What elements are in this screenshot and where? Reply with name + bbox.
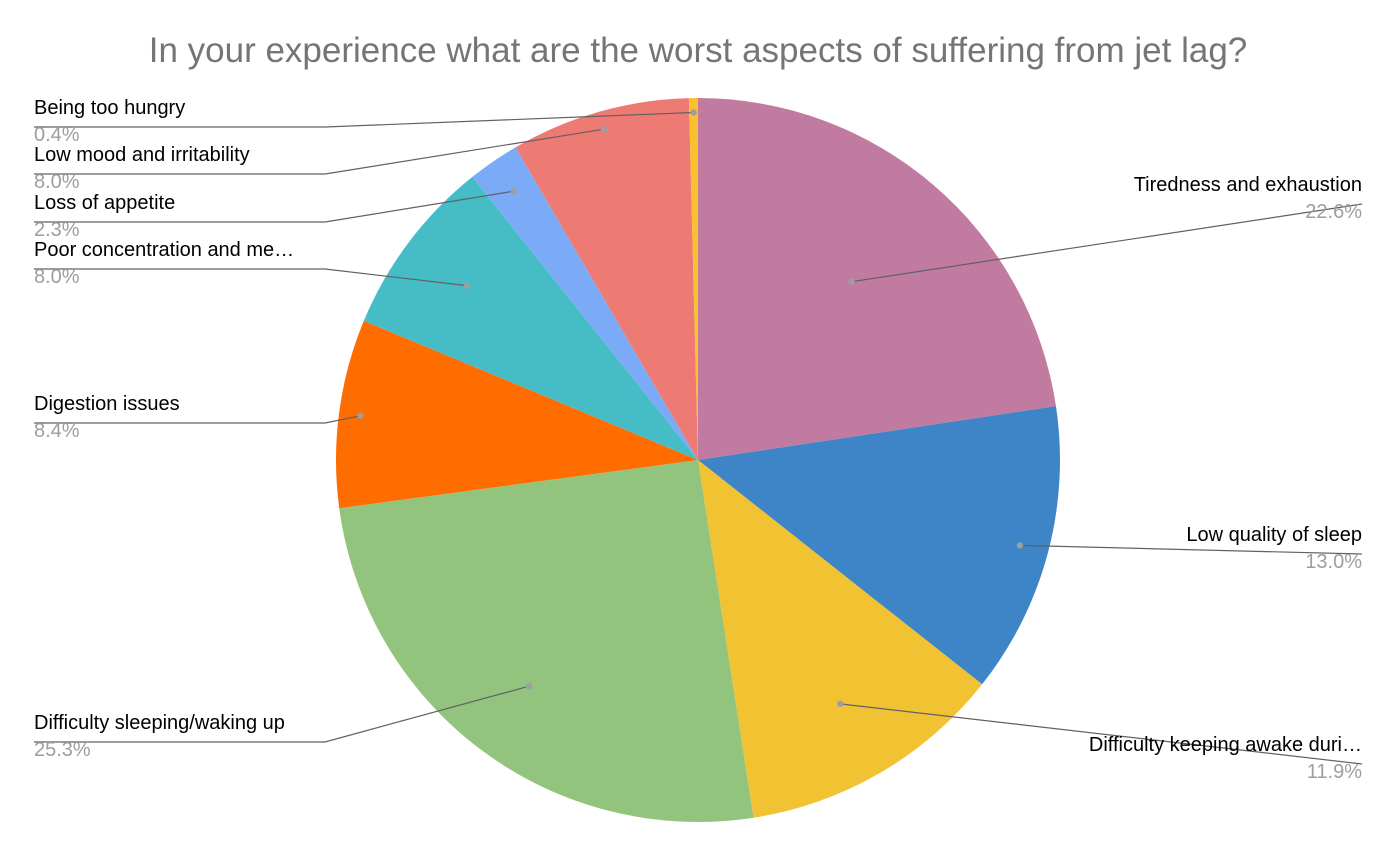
leader-dot [525,683,533,690]
slice-percent: 0.4% [34,124,80,146]
slice-label: Loss of appetite [34,192,175,214]
pie-slice [698,98,1056,460]
leader-dot [357,412,364,419]
leader-dot [1016,542,1024,549]
leader-lines [34,109,1363,765]
pie-slice [698,460,983,818]
slice-label: Low quality of sleep [1186,524,1362,546]
leader-dot [848,278,855,285]
pie-slices [336,97,1060,822]
slice-percent: 11.9% [1307,761,1362,783]
slice-label: Poor concentration and me… [34,239,294,261]
pie-slice [339,460,754,822]
leader-dot [600,126,608,133]
slice-label: Low mood and irritability [34,144,250,166]
pie-slice [698,406,1060,685]
slice-percent: 25.3% [34,739,91,761]
chart-title: In your experience what are the worst as… [149,31,1248,70]
leader-line [840,703,1363,765]
slice-percent: 8.0% [34,266,80,288]
slice-label: Being too hungry [34,97,185,119]
pie-slice [363,176,698,460]
leader-line [1019,544,1363,555]
pie-slice [515,98,698,461]
leader-line [34,190,514,223]
leader-line [34,685,530,743]
slice-percent: 8.4% [34,420,80,442]
slice-label: Digestion issues [34,393,180,415]
pie-slice [472,147,698,461]
pie-slice [688,97,698,461]
leader-line [34,415,361,424]
leader-dot [690,109,697,116]
slice-percent: 8.0% [34,171,80,193]
slice-percent: 2.3% [34,219,80,241]
slice-percent: 13.0% [1305,551,1362,573]
slice-labels: Tiredness and exhaustion 22.6% Low quality… [34,97,1362,783]
leader-dot [837,700,844,708]
leader-dot [510,188,518,195]
leader-line [34,268,467,287]
pie-slice [336,320,698,509]
slice-label: Difficulty keeping awake duri… [1089,734,1362,756]
leader-line [34,128,605,175]
slice-label: Tiredness and exhaustion [1134,174,1362,196]
slice-percent: 22.6% [1305,201,1362,223]
slice-label: Difficulty sleeping/waking up [34,712,285,734]
leader-line [34,111,694,128]
leader-dot [463,282,470,289]
leader-line [851,203,1363,283]
